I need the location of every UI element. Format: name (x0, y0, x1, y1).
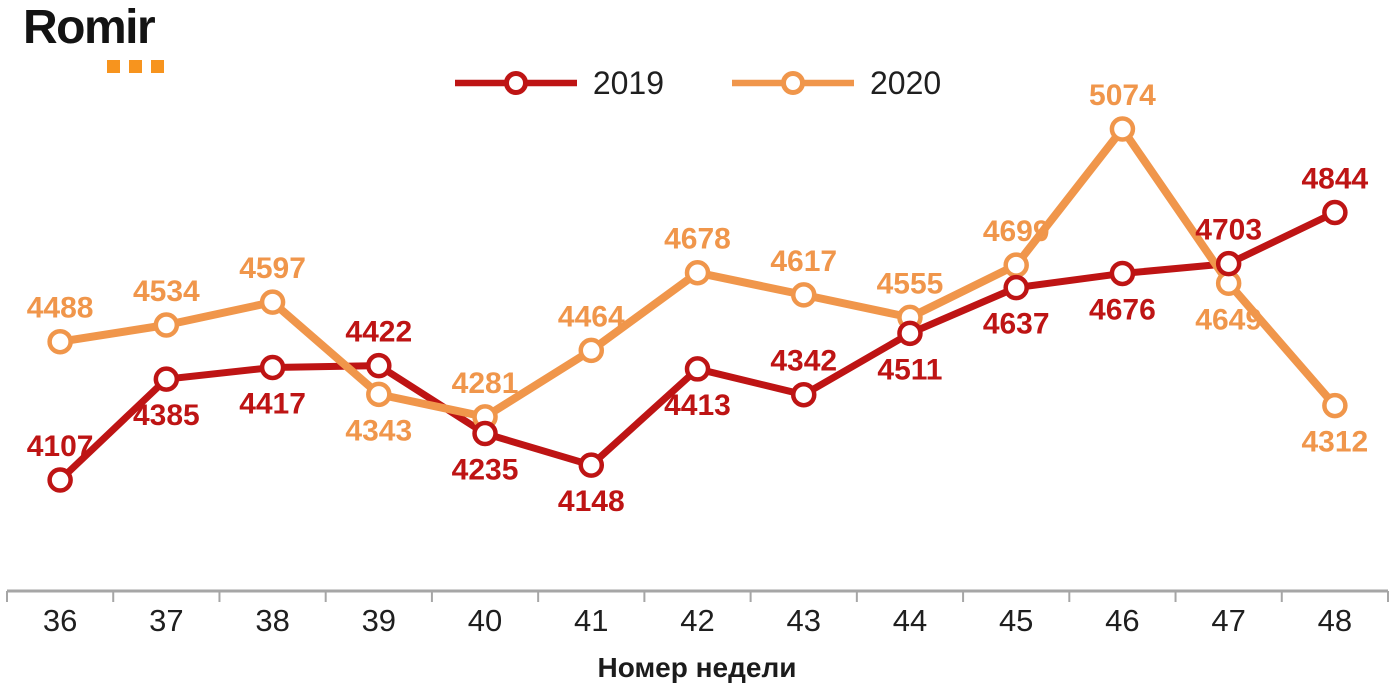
x-tick-label: 48 (1318, 603, 1352, 638)
legend-item-2020: 2020 (730, 65, 941, 102)
data-label-2019: 4342 (770, 345, 837, 378)
data-label-2019: 4413 (664, 389, 731, 422)
logo-wordmark: Romir (23, 1, 156, 54)
legend-item-2019: 2019 (453, 65, 664, 102)
data-point-2019 (1322, 199, 1348, 226)
x-tick-label: 44 (893, 603, 927, 638)
data-point-2020 (1109, 116, 1136, 142)
data-point-2019 (790, 381, 817, 408)
data-point-2019 (259, 354, 286, 381)
romir-logo: Romir (23, 1, 243, 82)
x-tick-label: 43 (786, 603, 820, 638)
data-label-2019: 4235 (452, 454, 519, 487)
data-point-2019 (1109, 260, 1136, 287)
data-label-2019: 4422 (345, 316, 412, 349)
data-label-2020: 4597 (239, 252, 306, 285)
data-label-2020: 5074 (1089, 79, 1156, 112)
logo-dot (151, 60, 164, 73)
logo-dot (107, 60, 120, 73)
data-label-2019: 4844 (1302, 162, 1369, 195)
data-label-2019: 4637 (983, 308, 1050, 341)
data-point-2019 (1003, 274, 1029, 301)
data-label-2020: 4649 (1195, 303, 1262, 336)
data-label-2020: 4699 (983, 215, 1050, 248)
data-label-2019: 4703 (1195, 214, 1262, 247)
x-tick-label: 37 (149, 603, 183, 638)
x-tick-label: 47 (1211, 603, 1245, 638)
x-tick-label: 38 (255, 603, 289, 638)
chart-legend: 2019 2020 (0, 58, 1394, 108)
data-label-2020: 4555 (877, 267, 944, 300)
data-point-2019 (366, 352, 392, 379)
data-label-2019: 4511 (877, 353, 942, 386)
data-label-2019: 4676 (1089, 293, 1156, 326)
legend-marker-icon (732, 71, 854, 95)
x-tick-label: 36 (43, 603, 77, 638)
data-label-2020: 4343 (345, 414, 412, 447)
legend-label: 2020 (870, 64, 942, 101)
data-point-2019 (472, 420, 498, 447)
data-point-2019 (684, 356, 711, 382)
logo-dot (129, 60, 142, 73)
data-point-2019 (1215, 250, 1242, 277)
data-label-2020: 4617 (770, 245, 837, 278)
x-tick-label: 46 (1105, 603, 1139, 638)
x-tick-label: 42 (680, 603, 714, 638)
data-label-2019: 4148 (558, 485, 625, 518)
data-label-2019: 4107 (27, 430, 94, 463)
legend-marker-icon (454, 71, 577, 95)
x-tick-label: 40 (468, 603, 502, 638)
data-point-2020 (153, 312, 180, 338)
data-point-2020 (684, 259, 711, 286)
x-axis-title: Номер недели (597, 652, 797, 683)
data-point-2019 (578, 452, 605, 478)
data-label-2020: 4312 (1302, 426, 1369, 459)
data-point-2019 (153, 366, 180, 392)
logo-dots-icon (107, 60, 164, 73)
data-label-2019: 4417 (239, 387, 306, 420)
x-tick-label: 39 (362, 603, 396, 638)
data-label-2020: 4534 (133, 275, 200, 308)
data-point-2020 (366, 381, 392, 408)
data-point-2020 (1003, 252, 1029, 278)
x-tick-label: 45 (999, 603, 1033, 638)
data-point-2020 (790, 282, 817, 308)
data-label-2020: 4678 (664, 223, 731, 256)
data-point-2020 (47, 328, 73, 355)
data-point-2019 (897, 320, 923, 347)
legend-label: 2019 (592, 64, 664, 101)
data-point-2020 (259, 289, 286, 315)
x-tick-label: 41 (574, 603, 608, 638)
data-point-2019 (47, 467, 73, 493)
data-label-2020: 4281 (452, 367, 519, 400)
data-label-2020: 4464 (558, 300, 625, 333)
data-label-2020: 4488 (27, 292, 94, 325)
data-point-2020 (1322, 392, 1348, 419)
data-point-2020 (578, 337, 605, 364)
data-label-2019: 4385 (133, 399, 200, 432)
